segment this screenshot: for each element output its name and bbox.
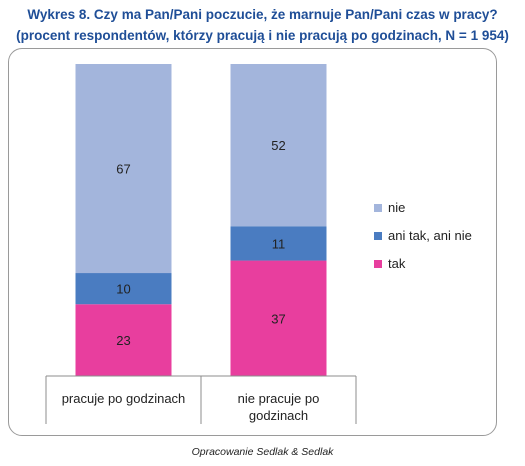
bar-segment-tak-0 [75,304,172,376]
source-note: Opracowanie Sedlak & Sedlak [191,446,334,458]
chart-subtitle: (procent respondentów, którzy pracują i … [16,28,509,43]
bar-segment-nie-0 [75,64,172,274]
data-label: 37 [271,311,285,326]
data-label: 67 [116,162,130,177]
data-label: 23 [116,333,130,348]
legend-label: tak [388,256,406,271]
chart-title: Wykres 8. Czy ma Pan/Pani poczucie, że m… [27,7,498,22]
x-tick-label: pracuje po godzinach [62,391,186,406]
legend-swatch [374,260,382,268]
bar-segment-ani-tak-ani-nie-1 [230,226,327,261]
data-label: 11 [272,236,286,251]
bar-segment-nie-1 [230,64,327,227]
data-label: 10 [116,282,130,297]
data-label: 52 [271,138,285,153]
legend-swatch [374,204,382,212]
legend-swatch [374,232,382,240]
legend-label: nie [388,200,405,215]
bar-segment-ani-tak-ani-nie-0 [75,273,172,305]
x-tick-label: nie pracuje po godzinach [238,391,320,423]
legend-label: ani tak, ani nie [388,228,472,243]
bar-segment-tak-1 [230,260,327,376]
